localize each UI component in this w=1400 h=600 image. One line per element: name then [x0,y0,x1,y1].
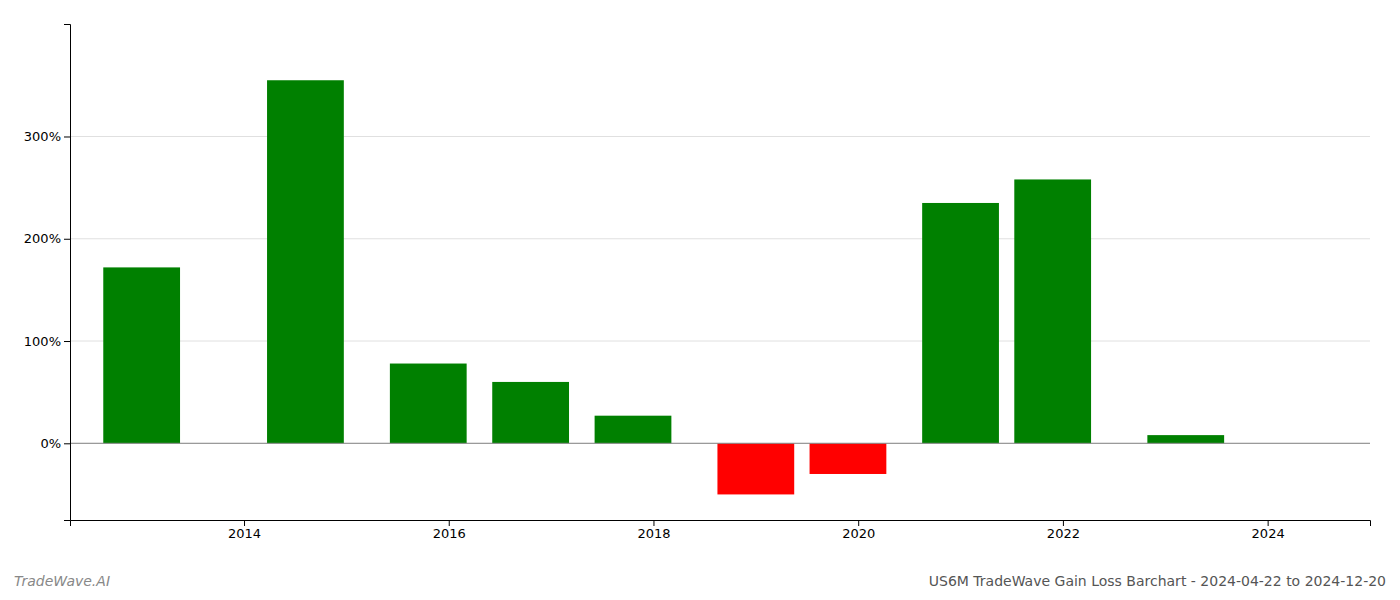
bar [1147,435,1224,443]
x-tick-label: 2024 [1252,526,1285,541]
bars [103,80,1224,494]
bar [1014,179,1091,443]
y-tick-mark [64,341,70,342]
bar [922,203,999,443]
title: US6M TradeWave Gain Loss Barchart - 2024… [929,573,1386,589]
y-tick: 300% [24,129,70,144]
bar [810,443,887,474]
y-tick: 100% [24,334,70,349]
y-tick-mark [64,239,70,240]
x-tick-mark [244,520,245,526]
y-axis-line [64,25,71,521]
grid [70,136,1370,443]
y-tick-label: 0% [40,436,61,451]
bar [595,416,672,444]
grid-line [70,238,1370,239]
y-tick: 0% [40,436,70,451]
zero-line [70,443,1370,444]
x-tick: 2014 [228,520,261,541]
x-tick-label: 2020 [842,526,875,541]
bar [103,267,180,443]
x-tick: 2018 [637,520,670,541]
plot: 2014 2016 2018 2020 2022 2024 0% 100% 200% 300% [24,25,1371,542]
x-axis-line [71,521,1371,527]
y-axis: 0% 100% 200% 300% [24,25,71,521]
x-tick-mark [653,520,654,526]
x-tick-label: 2022 [1047,526,1080,541]
y-tick-label: 200% [24,231,61,246]
x-tick-mark [449,520,450,526]
x-tick: 2020 [842,520,875,541]
y-tick-mark [64,136,70,137]
y-tick-mark [64,443,70,444]
x-tick-label: 2014 [228,526,261,541]
chart: 2014 2016 2018 2020 2022 2024 0% 100% 200% 300% Tr… [0,0,1400,600]
x-tick: 2016 [433,520,466,541]
x-tick-mark [858,520,859,526]
x-tick-label: 2016 [433,526,466,541]
bar [390,364,467,444]
grid-line [70,443,1370,444]
x-tick-mark [1063,520,1064,526]
bar [267,80,344,443]
x-tick: 2022 [1047,520,1080,541]
bar [717,443,794,494]
watermark: TradeWave.AI [14,573,110,589]
bar [492,382,569,443]
grid-line [70,341,1370,342]
x-tick-mark [1268,520,1269,526]
x-axis: 2014 2016 2018 2020 2022 2024 [71,520,1371,541]
grid-line [70,136,1370,137]
x-tick: 2024 [1252,520,1285,541]
y-tick: 200% [24,231,70,246]
y-tick-label: 300% [24,129,61,144]
y-tick-label: 100% [24,334,61,349]
x-tick-label: 2018 [637,526,670,541]
